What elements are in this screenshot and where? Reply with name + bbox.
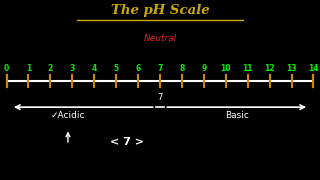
Text: ✓Acidic: ✓Acidic	[51, 111, 85, 120]
Text: 3: 3	[70, 64, 75, 73]
Text: 14: 14	[308, 64, 319, 73]
Text: The pH Scale: The pH Scale	[111, 4, 209, 17]
Text: 12: 12	[264, 64, 275, 73]
Text: 6: 6	[135, 64, 141, 73]
Text: Basic: Basic	[225, 111, 249, 120]
Text: 10: 10	[220, 64, 231, 73]
Text: 7: 7	[157, 93, 163, 102]
Text: 4: 4	[92, 64, 97, 73]
Text: 11: 11	[243, 64, 253, 73]
Text: Neutral: Neutral	[143, 34, 177, 43]
Text: 0: 0	[4, 64, 9, 73]
Text: 9: 9	[201, 64, 206, 73]
Text: 1: 1	[26, 64, 31, 73]
Text: 13: 13	[286, 64, 297, 73]
Text: 2: 2	[48, 64, 53, 73]
Text: 7: 7	[157, 64, 163, 73]
Text: < 7 >: < 7 >	[110, 137, 144, 147]
Text: 8: 8	[179, 64, 185, 73]
Text: 5: 5	[114, 64, 119, 73]
